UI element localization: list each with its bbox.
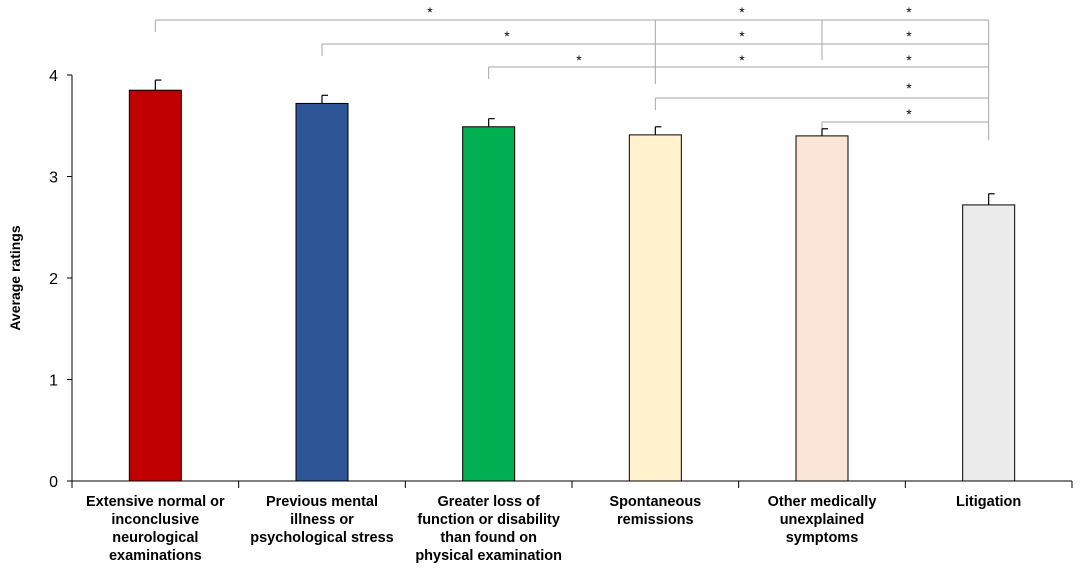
y-tick-label-1: 1 bbox=[49, 373, 58, 390]
category-label-3-line-3: than found on bbox=[440, 530, 537, 546]
bar-6 bbox=[962, 204, 1016, 482]
category-label-5-line-2: unexplained bbox=[780, 512, 865, 528]
y-tick-label-0: 0 bbox=[49, 474, 58, 491]
category-label-5-line-3: symptoms bbox=[786, 530, 859, 546]
category-label-2-line-3: psychological stress bbox=[250, 530, 393, 546]
category-label-3-line-1: Greater loss of bbox=[437, 494, 540, 510]
y-tick-label-3: 3 bbox=[49, 170, 58, 187]
axes bbox=[71, 75, 1073, 488]
significance-star-10: * bbox=[906, 80, 912, 96]
category-label-1-line-2: inconclusive bbox=[111, 512, 199, 528]
bar-3 bbox=[462, 126, 516, 482]
y-tick-label-4: 4 bbox=[49, 68, 58, 85]
category-label-5-line-1: Other medically bbox=[768, 494, 877, 510]
category-label-2-line-1: Previous mental bbox=[266, 494, 378, 510]
category-label-4-line-2: remissions bbox=[617, 512, 694, 528]
significance-star-8: * bbox=[739, 52, 745, 68]
significance-brackets: * * * * * * * * * * * bbox=[154, 4, 990, 140]
bar-5 bbox=[795, 135, 849, 482]
bars bbox=[128, 89, 1016, 482]
bar-2 bbox=[295, 102, 349, 482]
category-label-3-line-2: function or disability bbox=[417, 512, 560, 528]
significance-star-2: * bbox=[739, 4, 745, 20]
significance-star-1: * bbox=[427, 4, 433, 20]
category-label-4-line-1: Spontaneous bbox=[609, 494, 701, 510]
significance-star-11: * bbox=[906, 106, 912, 122]
significance-star-3: * bbox=[906, 4, 912, 20]
category-label-6-line-1: Litigation bbox=[956, 494, 1021, 510]
category-label-1-line-4: examinations bbox=[109, 548, 202, 564]
significance-star-9: * bbox=[906, 52, 912, 68]
bar-1 bbox=[128, 89, 182, 482]
y-tick-label-2: 2 bbox=[49, 271, 58, 288]
category-label-2-line-2: illness or bbox=[290, 512, 354, 528]
bar-4 bbox=[628, 134, 682, 482]
category-label-3-line-4: physical examination bbox=[415, 548, 562, 564]
significance-star-5: * bbox=[739, 28, 745, 44]
significance-star-4: * bbox=[504, 28, 510, 44]
y-ticks: 0 1 2 3 4 bbox=[49, 68, 72, 491]
significance-star-6: * bbox=[906, 28, 912, 44]
error-bars bbox=[154, 79, 995, 205]
y-axis-title: Average ratings bbox=[7, 225, 23, 331]
significance-star-7: * bbox=[576, 52, 582, 68]
category-label-1-line-1: Extensive normal or bbox=[86, 494, 225, 510]
category-labels: Extensive normal or inconclusive neurologi… bbox=[86, 494, 1021, 564]
category-label-1-line-3: neurological bbox=[112, 530, 198, 546]
